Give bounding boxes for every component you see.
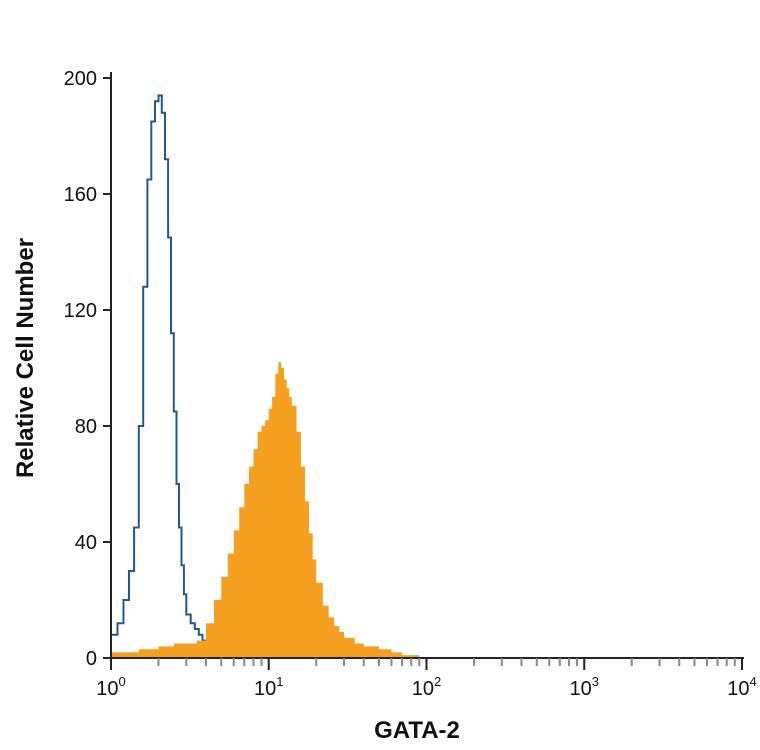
x-tick-label: 101 — [254, 674, 283, 700]
series-layer — [110, 94, 430, 658]
y-tick-label: 160 — [64, 184, 97, 206]
x-tick-label: 100 — [96, 674, 125, 700]
y-ticks: 0 40 80 120 160 200 — [64, 68, 111, 670]
y-tick-label: 120 — [64, 300, 97, 322]
x-tick-label: 103 — [570, 674, 599, 700]
series-0-outline-histogram — [110, 94, 210, 658]
y-tick-label: 0 — [86, 648, 97, 670]
series-1-filled-histogram — [111, 362, 430, 658]
y-tick-label: 200 — [64, 68, 97, 90]
x-tick-label: 102 — [412, 674, 441, 700]
x-ticks: 100 101 102 103 104 — [96, 658, 757, 700]
x-axis-title: GATA-2 — [374, 717, 460, 744]
x-tick-label: 104 — [727, 674, 756, 700]
y-tick-label: 40 — [75, 532, 97, 554]
y-tick-label: 80 — [75, 416, 97, 438]
y-axis-title: Relative Cell Number — [12, 238, 39, 478]
axes-layer — [110, 72, 744, 659]
